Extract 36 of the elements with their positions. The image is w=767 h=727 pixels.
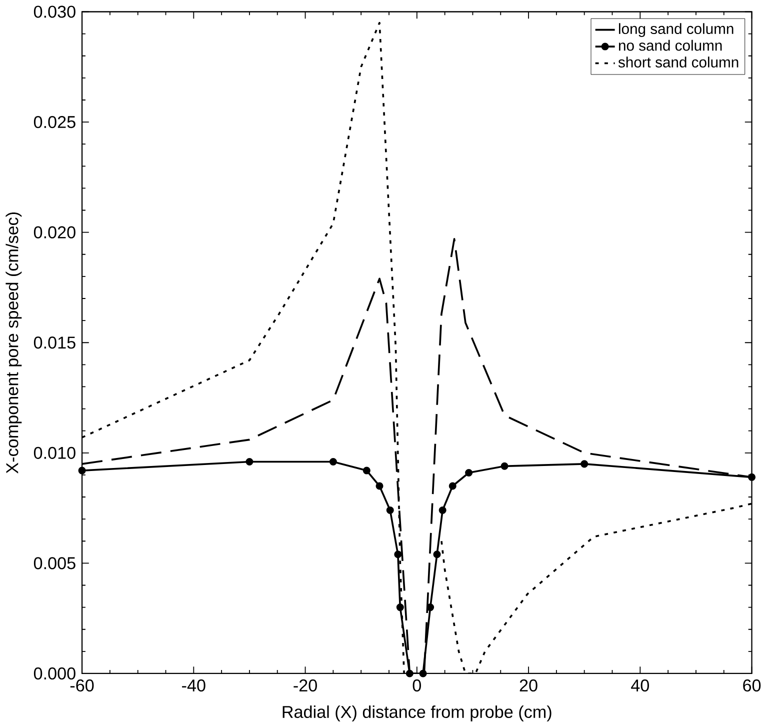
point: [246, 458, 254, 466]
legend-label: long sand column: [619, 23, 734, 37]
y-tick-label: 0.000: [34, 667, 76, 680]
point: [406, 670, 414, 678]
x-tick-label: -40: [182, 679, 206, 692]
point: [376, 482, 384, 490]
y-tick-label: 0.010: [34, 446, 76, 459]
point: [329, 458, 337, 466]
y-tick-label: 0.005: [34, 557, 76, 570]
point: [748, 473, 756, 481]
x-tick-label: 0: [412, 679, 421, 692]
point: [386, 506, 394, 514]
point: [433, 550, 441, 558]
y-tick-label: 0.030: [34, 6, 76, 18]
y-tick-label: 0.015: [34, 336, 76, 349]
x-axis-title: Radial (X) distance from probe (cm): [282, 705, 552, 722]
legend-label: short sand column: [618, 56, 738, 68]
point: [396, 603, 404, 612]
x-tick-label: 20: [520, 679, 538, 692]
point: [465, 468, 473, 476]
legend-label: no sand column: [618, 40, 722, 51]
y-tick-label: 0.025: [34, 116, 76, 128]
y-axis-title: X-component pore speed (cm/sec): [6, 212, 22, 474]
point: [580, 460, 588, 468]
y-tick-label: 0.020: [34, 226, 76, 238]
point: [362, 466, 370, 474]
x-tick-label: -20: [294, 679, 317, 692]
point: [500, 462, 508, 470]
x-tick-label: 60: [743, 679, 761, 692]
point: [394, 550, 402, 558]
x-tick-label: -60: [70, 679, 94, 692]
x-tick-label: 40: [631, 679, 649, 692]
point: [419, 670, 427, 678]
point: [78, 466, 86, 474]
point: [438, 506, 446, 514]
point: [448, 482, 456, 490]
